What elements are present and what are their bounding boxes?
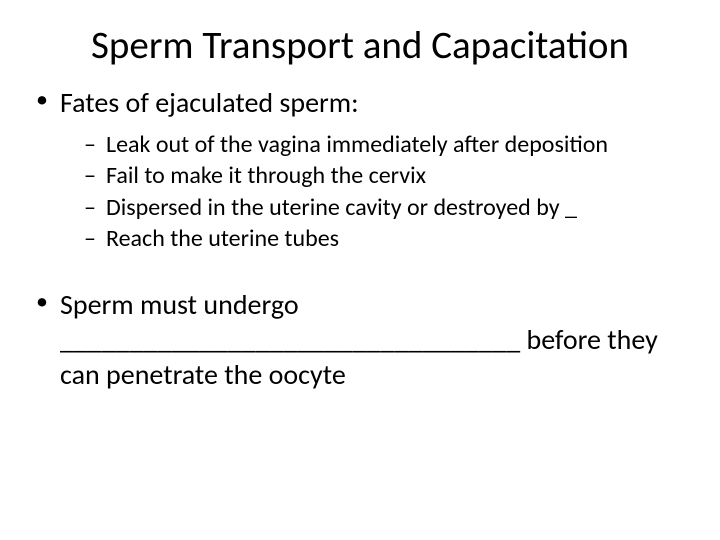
sub-tubes: Reach the uterine tubes bbox=[84, 224, 692, 253]
cap-pre: Sperm must undergo bbox=[60, 287, 299, 322]
bullet-fates-text: Fates of ejaculated sperm: bbox=[60, 85, 359, 120]
slide-title: Sperm Transport and Capacitation bbox=[28, 22, 692, 69]
bullet-capacitation: Sperm must undergo _____________________… bbox=[36, 287, 692, 392]
slide: Sperm Transport and Capacitation Fates o… bbox=[0, 0, 720, 540]
sub-dispersed: Dispersed in the uterine cavity or destr… bbox=[84, 193, 692, 222]
spacer bbox=[28, 269, 692, 287]
sub-cervix: Fail to make it through the cervix bbox=[84, 161, 692, 190]
bullet-list-2: Sperm must undergo _____________________… bbox=[28, 287, 692, 392]
sub-leak: Leak out of the vagina immediately after… bbox=[84, 130, 692, 159]
cap-blank: _________________________________ bbox=[60, 322, 520, 357]
sub-bullet-list: Leak out of the vagina immediately after… bbox=[60, 130, 692, 253]
bullet-list: Fates of ejaculated sperm: Leak out of t… bbox=[28, 85, 692, 253]
bullet-fates: Fates of ejaculated sperm: Leak out of t… bbox=[36, 85, 692, 253]
